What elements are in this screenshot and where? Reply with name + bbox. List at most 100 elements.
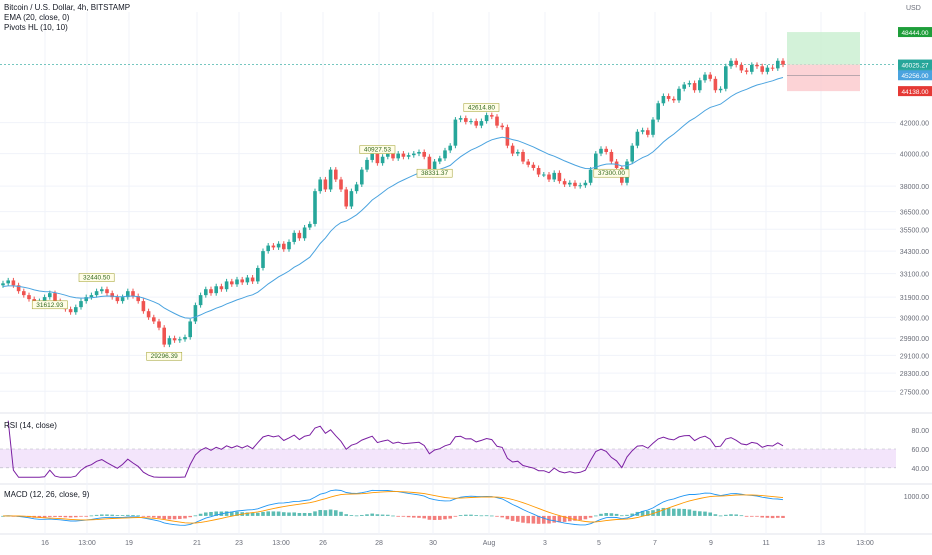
- date-tick-label: 26: [319, 540, 327, 547]
- macd-histogram-bar: [620, 515, 624, 517]
- candle-body: [718, 88, 723, 91]
- candle-body: [209, 289, 213, 294]
- symbol-title[interactable]: Bitcoin / U.S. Dollar, 4h, BITSTAMP: [4, 3, 131, 12]
- macd-histogram-bar: [760, 515, 764, 518]
- candle-body: [89, 295, 94, 298]
- macd-histogram-bar: [661, 507, 666, 516]
- candle-body: [542, 174, 546, 176]
- candle-body: [604, 148, 608, 152]
- macd-histogram-bar: [677, 508, 681, 516]
- macd-histogram-bar: [63, 515, 68, 518]
- macd-histogram-bar: [110, 514, 114, 516]
- candle-body: [188, 321, 192, 338]
- candle-body: [568, 182, 572, 185]
- candle-body: [500, 125, 504, 128]
- ema-legend[interactable]: EMA (20, close, 0): [4, 13, 70, 22]
- candle-body: [729, 60, 733, 67]
- position-zones: [787, 32, 860, 92]
- candle-body: [230, 281, 234, 285]
- candle-body: [313, 191, 317, 224]
- macd-histogram-bar: [167, 515, 172, 520]
- candle-body: [79, 301, 83, 308]
- macd-histogram-bar: [417, 515, 421, 518]
- candle-body: [443, 150, 447, 159]
- candle-body: [526, 161, 530, 165]
- pivots-legend[interactable]: Pivots HL (10, 10): [4, 23, 68, 32]
- macd-histogram-bar: [318, 509, 322, 516]
- macd-histogram-bar: [781, 515, 785, 518]
- candle-body: [396, 153, 400, 159]
- candle-body: [692, 83, 697, 91]
- macd-histogram-bar: [427, 515, 432, 520]
- macd-histogram-bar: [438, 515, 442, 520]
- macd-histogram-bar: [469, 514, 473, 516]
- macd-histogram-bar: [115, 515, 120, 516]
- candle-body: [323, 179, 328, 190]
- date-tick-label: Aug: [483, 540, 496, 547]
- candle-body: [760, 66, 764, 72]
- candle-body: [84, 297, 88, 302]
- stop-price-tag-bg: [898, 86, 932, 97]
- macd-histogram-bar: [302, 512, 307, 516]
- macd-histogram-bar: [401, 515, 406, 517]
- candle-body: [516, 151, 520, 154]
- candle-body: [240, 279, 244, 283]
- candle-body: [713, 78, 718, 91]
- candle-body: [146, 311, 151, 318]
- macd-histogram-bar: [58, 515, 62, 518]
- macd-histogram-bar: [588, 515, 593, 518]
- candle-body: [308, 223, 312, 228]
- candle-body: [318, 179, 322, 192]
- macd-histogram-bar: [718, 515, 723, 517]
- candle-body: [183, 337, 187, 340]
- date-tick-label: 13: [817, 540, 825, 547]
- macd-histogram-bar: [79, 515, 83, 517]
- pivots-layer: 32440.50 31612.93 29296.39 40927.53 38331.37…: [31, 103, 630, 361]
- axes-layer: 42000.00 40000.00 38000.00 36500.00 35500.00…: [41, 121, 929, 547]
- macd-histogram-bar: [692, 510, 697, 516]
- macd-histogram-bar: [516, 515, 520, 522]
- candle-body: [365, 159, 369, 170]
- candle-body: [11, 280, 16, 286]
- candle-body: [391, 151, 395, 159]
- macd-histogram-bar: [521, 515, 525, 523]
- candle-body: [417, 151, 421, 154]
- macd-legend[interactable]: MACD (12, 26, close, 9): [4, 490, 90, 499]
- macd-histogram-bar: [323, 510, 328, 516]
- date-tick-label: 5: [597, 540, 601, 547]
- rsi-legend[interactable]: RSI (14, close): [4, 421, 57, 430]
- candle-body: [250, 277, 255, 282]
- candle-body: [458, 118, 463, 120]
- candle-body: [770, 67, 775, 69]
- price-tick-label: 31900.00: [900, 295, 929, 302]
- candle-body: [609, 151, 614, 162]
- macd-histogram-bar: [172, 515, 177, 520]
- candle-body: [354, 184, 359, 192]
- macd-histogram-bar: [68, 515, 73, 518]
- candle-body: [219, 286, 224, 290]
- candle-body: [1, 283, 5, 286]
- macd-histogram-bar: [744, 515, 749, 517]
- pivot-label: 42614.80: [468, 105, 495, 112]
- price-tick-label: 38000.00: [900, 184, 929, 191]
- candle-body: [547, 174, 551, 180]
- pivot-label-box: [31, 300, 68, 310]
- macd-histogram-bar: [204, 512, 208, 516]
- date-tick-label: 30: [429, 540, 437, 547]
- candle-body: [708, 74, 712, 79]
- macd-histogram-bar: [432, 515, 437, 520]
- candle-body: [120, 297, 125, 302]
- macd-histogram-bar: [646, 510, 650, 516]
- macd-histogram-bar: [282, 512, 286, 516]
- macd-histogram-bar: [380, 514, 385, 516]
- candle-body: [167, 338, 172, 345]
- candle-body: [16, 285, 21, 292]
- candle-body: [27, 295, 31, 300]
- pivot-label-box: [593, 168, 630, 178]
- candle-body: [750, 64, 754, 72]
- candle-body: [464, 118, 468, 122]
- macd-histogram-bar: [105, 514, 109, 516]
- macd-histogram-bar: [682, 508, 686, 516]
